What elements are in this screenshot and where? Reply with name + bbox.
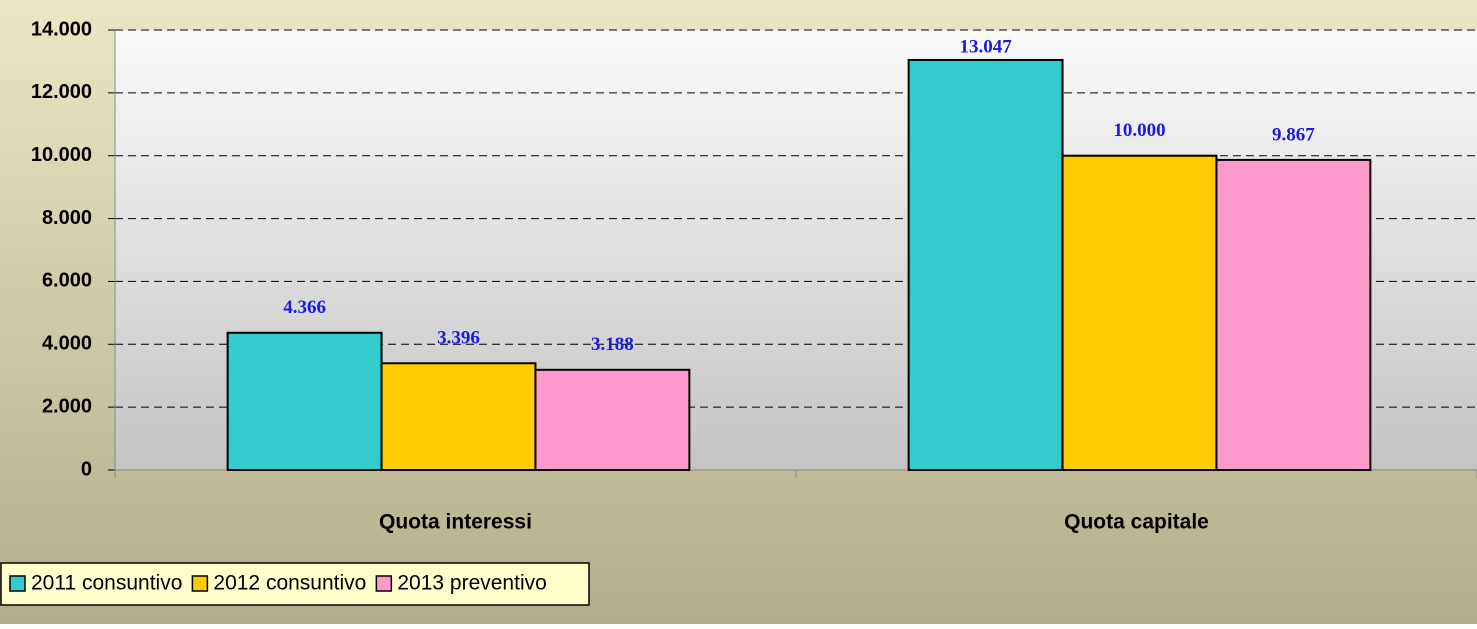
legend-swatch <box>191 575 209 592</box>
y-tick-label: 2.000 <box>42 395 92 417</box>
y-tick-label: 14.000 <box>31 18 92 40</box>
bar <box>226 331 383 472</box>
x-tick-label: Quota capitale <box>1064 511 1209 534</box>
value-label: 4.366 <box>283 297 326 318</box>
legend-box <box>0 562 590 606</box>
y-tick-label: 8.000 <box>42 207 92 229</box>
x-tick-label: Quota interessi <box>379 511 532 534</box>
value-label: 9.867 <box>1272 124 1315 145</box>
legend-label: 2011 consuntivo <box>31 572 182 595</box>
legend-swatch <box>375 575 393 592</box>
legend: 2011 consuntivo 2012 consuntivo 2013 preve… <box>0 562 590 606</box>
y-tick-label: 10.000 <box>31 144 92 166</box>
y-tick-label: 4.000 <box>42 333 92 355</box>
y-tick-label: 12.000 <box>31 81 92 103</box>
bar <box>1215 158 1372 471</box>
bar <box>1061 154 1218 471</box>
value-label: 10.000 <box>1113 120 1165 141</box>
legend-label: 2013 preventivo <box>397 572 546 595</box>
bar <box>380 362 537 472</box>
y-tick-label: 0 <box>81 458 92 480</box>
legend-swatch <box>9 575 26 592</box>
bar <box>907 58 1064 472</box>
value-label: 13.047 <box>959 36 1012 57</box>
y-tick-label: 6.000 <box>42 270 92 292</box>
legend-label: 2012 consuntivo <box>213 572 366 595</box>
value-label: 3.396 <box>437 328 480 349</box>
bar <box>534 368 691 472</box>
value-label: 3.188 <box>591 334 634 355</box>
